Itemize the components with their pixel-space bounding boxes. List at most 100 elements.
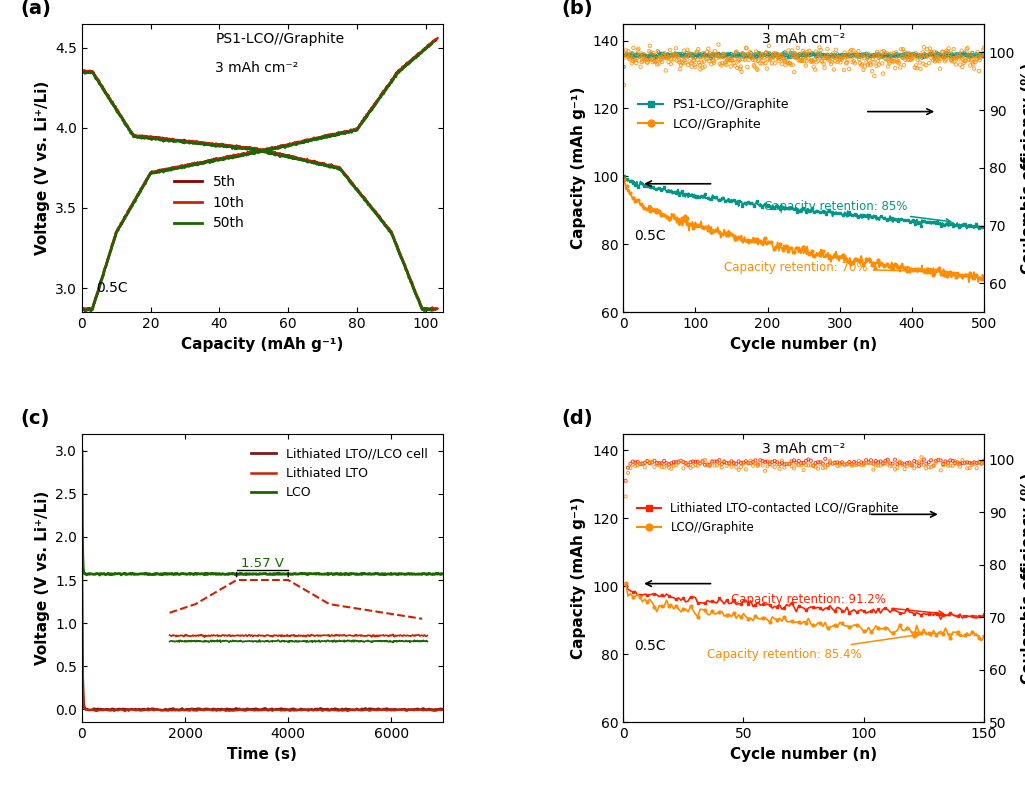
- Point: [808, 461, 824, 473]
- Point: [940, 459, 956, 472]
- Point: [689, 49, 705, 62]
- Point: [739, 48, 755, 60]
- Point: [907, 46, 924, 59]
- Point: [814, 55, 830, 68]
- Point: [972, 49, 988, 62]
- Point: [655, 49, 671, 61]
- Point: [861, 49, 877, 62]
- Point: [733, 49, 749, 61]
- Point: [967, 49, 983, 61]
- Point: [910, 51, 927, 64]
- Point: [645, 49, 661, 61]
- Point: [709, 455, 726, 468]
- Point: [887, 55, 903, 68]
- Point: [829, 56, 846, 68]
- Point: [636, 53, 652, 65]
- Point: [922, 461, 939, 473]
- Point: [942, 454, 958, 466]
- Point: [954, 60, 971, 73]
- Point: [930, 454, 946, 466]
- Point: [855, 50, 871, 63]
- Point: [716, 49, 733, 61]
- Point: [649, 458, 665, 471]
- Point: [767, 57, 783, 70]
- Point: [944, 455, 960, 467]
- Point: [975, 43, 991, 56]
- Point: [972, 54, 988, 67]
- Point: [755, 48, 772, 60]
- Point: [885, 55, 901, 68]
- Point: [658, 64, 674, 77]
- Point: [636, 48, 652, 60]
- Point: [797, 60, 814, 72]
- Point: [692, 47, 708, 60]
- Point: [758, 50, 775, 63]
- Point: [844, 49, 860, 62]
- Point: [646, 49, 662, 62]
- Point: [941, 47, 957, 60]
- Point: [823, 56, 839, 68]
- Point: [708, 52, 725, 64]
- Point: [640, 51, 656, 64]
- Point: [962, 49, 979, 61]
- Point: [658, 457, 674, 469]
- Point: [644, 455, 660, 468]
- Point: [937, 455, 953, 468]
- Point: [851, 45, 867, 57]
- Point: [650, 45, 666, 57]
- Point: [730, 48, 746, 60]
- Point: [944, 49, 960, 61]
- Point: [683, 48, 699, 60]
- Point: [714, 48, 731, 60]
- Point: [632, 49, 649, 62]
- Point: [812, 47, 828, 60]
- Point: [922, 46, 939, 59]
- Point: [803, 49, 819, 61]
- Point: [776, 458, 792, 470]
- Point: [819, 458, 835, 471]
- Point: [953, 49, 970, 61]
- Point: [857, 60, 873, 73]
- Point: [784, 49, 801, 62]
- Point: [956, 55, 973, 68]
- Point: [623, 47, 640, 60]
- Point: [707, 49, 724, 61]
- Point: [875, 49, 892, 62]
- Point: [767, 461, 783, 473]
- Point: [685, 460, 701, 473]
- Point: [647, 455, 663, 467]
- Point: [691, 57, 707, 69]
- Text: Capacity retention: 85%: Capacity retention: 85%: [764, 200, 951, 224]
- Point: [731, 48, 747, 60]
- Point: [699, 458, 715, 471]
- Point: [840, 49, 857, 61]
- Point: [662, 49, 679, 61]
- Point: [822, 455, 838, 467]
- Point: [736, 49, 752, 61]
- Point: [825, 50, 842, 63]
- Point: [749, 459, 766, 472]
- X-axis label: Capacity (mAh g⁻¹): Capacity (mAh g⁻¹): [181, 337, 343, 352]
- Point: [896, 59, 912, 71]
- Point: [724, 460, 740, 473]
- Point: [861, 54, 877, 67]
- Point: [617, 490, 633, 502]
- Point: [804, 54, 820, 67]
- Point: [902, 48, 918, 60]
- Point: [647, 49, 663, 62]
- Point: [828, 44, 845, 57]
- Point: [765, 50, 781, 63]
- Point: [667, 42, 684, 55]
- Point: [690, 43, 706, 56]
- Point: [966, 62, 982, 75]
- Point: [943, 47, 959, 60]
- Y-axis label: Voltage (V vs. Li⁺/Li): Voltage (V vs. Li⁺/Li): [35, 81, 49, 255]
- Point: [619, 48, 636, 60]
- Point: [672, 48, 689, 60]
- Point: [783, 455, 800, 468]
- Point: [936, 51, 952, 64]
- Text: (d): (d): [562, 409, 593, 428]
- X-axis label: Time (s): Time (s): [228, 747, 297, 761]
- Point: [854, 48, 870, 60]
- Point: [726, 49, 742, 61]
